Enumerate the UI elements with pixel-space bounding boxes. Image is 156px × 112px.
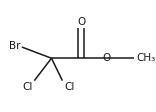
Text: Cl: Cl (22, 82, 33, 92)
Text: Br: Br (9, 41, 20, 52)
Text: CH₃: CH₃ (136, 53, 156, 63)
Text: Cl: Cl (64, 82, 74, 92)
Text: O: O (77, 17, 85, 27)
Text: O: O (103, 53, 111, 63)
